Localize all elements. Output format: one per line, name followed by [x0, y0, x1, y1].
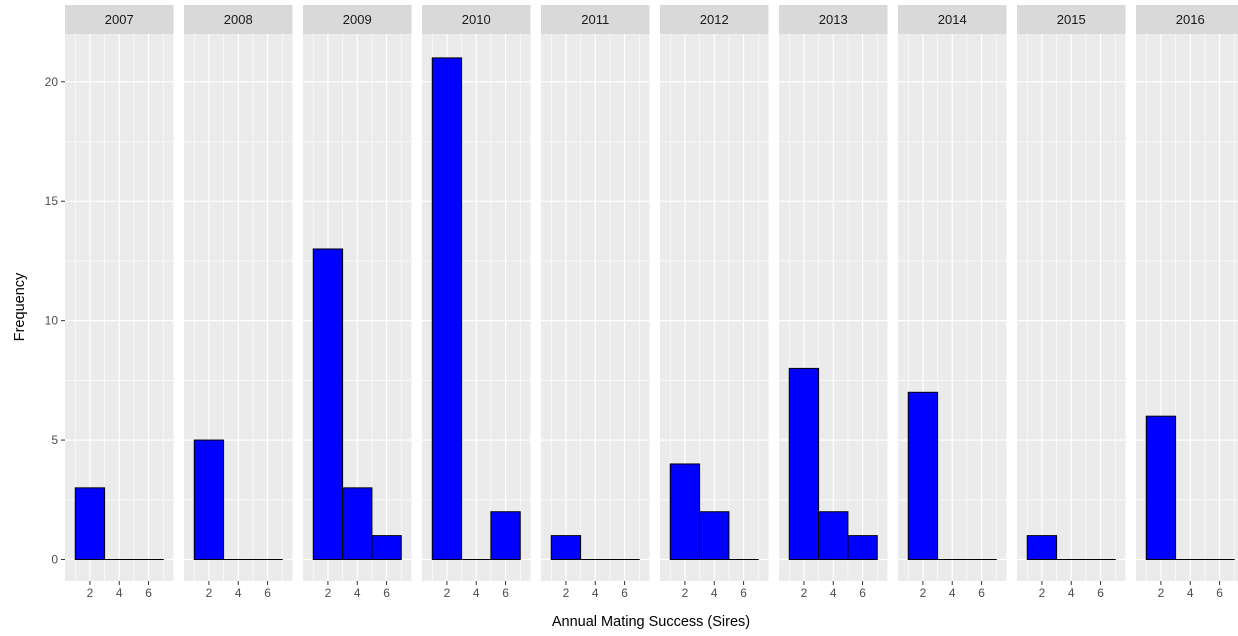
x-tick-label: 4	[473, 586, 480, 600]
facet-panel: 2016 2 4 6	[1136, 5, 1238, 600]
facet-strip	[660, 5, 769, 34]
histogram-bar	[193, 439, 225, 561]
x-tick-label: 2	[563, 586, 570, 600]
y-tick-label: 0	[51, 553, 58, 567]
y-axis-title: Frequency	[12, 272, 28, 341]
x-tick-label: 2	[1158, 586, 1165, 600]
histogram-bar	[818, 511, 849, 561]
histogram-bar	[847, 535, 878, 561]
x-tick-label: 2	[325, 586, 332, 600]
x-tick-label: 4	[592, 586, 599, 600]
facet-label: 2010	[462, 12, 491, 27]
x-tick-label: 6	[1097, 586, 1104, 600]
facet-label: 2007	[105, 12, 134, 27]
x-tick-label: 2	[1039, 586, 1046, 600]
x-tick-label: 6	[502, 586, 509, 600]
facet-panel: 2007 2 4 6	[65, 5, 174, 600]
facet-strip	[65, 5, 174, 34]
facet-label: 2016	[1176, 12, 1205, 27]
y-tick-label: 10	[45, 314, 59, 328]
facet-strip	[184, 5, 293, 34]
x-tick-label: 4	[949, 586, 956, 600]
x-tick-label: 2	[444, 586, 451, 600]
facet-strip	[1136, 5, 1238, 34]
facet-label: 2015	[1057, 12, 1086, 27]
x-tick-label: 2	[206, 586, 213, 600]
x-tick-label: 2	[801, 586, 808, 600]
facet-panel: 2011 2 4 6	[541, 5, 650, 600]
facet-strip	[422, 5, 531, 34]
facet-label: 2008	[224, 12, 253, 27]
facet-panel: 2013 2 4 6	[779, 5, 888, 600]
x-tick-label: 6	[740, 586, 747, 600]
y-tick-label: 20	[45, 75, 59, 89]
facet-panel: 2014 2 4 6	[898, 5, 1007, 600]
facet-panel: 2008 2 4 6	[184, 5, 293, 600]
x-tick-label: 2	[682, 586, 689, 600]
x-tick-label: 4	[830, 586, 837, 600]
x-tick-label: 6	[264, 586, 271, 600]
histogram-bar	[907, 391, 939, 561]
x-tick-label: 4	[235, 586, 242, 600]
histogram-bar	[490, 511, 521, 561]
facet-label: 2014	[938, 12, 967, 27]
x-tick-label: 4	[1068, 586, 1075, 600]
facet-panel: 2012 2 4 6	[660, 5, 769, 600]
x-tick-label: 6	[383, 586, 390, 600]
histogram-bar	[788, 367, 820, 561]
histogram-bar	[699, 511, 730, 561]
y-tick-label: 5	[51, 433, 58, 447]
facet-strip	[898, 5, 1007, 34]
facet-panel: 2010 2 4 6	[422, 5, 531, 600]
histogram-bar	[550, 535, 582, 561]
y-tick-label: 15	[45, 194, 59, 208]
x-tick-label: 6	[859, 586, 866, 600]
facet-label: 2013	[819, 12, 848, 27]
facet-panel: 2015 2 4 6	[1017, 5, 1126, 600]
histogram-bar	[342, 487, 373, 561]
histogram-bar	[669, 463, 701, 561]
x-tick-label: 6	[145, 586, 152, 600]
histogram-bar	[312, 248, 344, 561]
x-tick-label: 6	[621, 586, 628, 600]
x-tick-label: 4	[116, 586, 123, 600]
x-tick-label: 6	[978, 586, 985, 600]
facet-panel: 2009 2 4 6	[303, 5, 412, 600]
x-tick-label: 4	[711, 586, 718, 600]
facet-strip	[779, 5, 888, 34]
facet-strip	[303, 5, 412, 34]
x-tick-label: 2	[87, 586, 94, 600]
facet-label: 2009	[343, 12, 372, 27]
x-tick-label: 6	[1216, 586, 1223, 600]
x-axis-title: Annual Mating Success (Sires)	[552, 614, 750, 630]
histogram-bar	[1026, 535, 1058, 561]
facet-label: 2011	[581, 12, 609, 27]
x-tick-label: 4	[354, 586, 361, 600]
x-tick-label: 2	[920, 586, 927, 600]
y-axis: 0 5 10 15 20	[45, 75, 65, 567]
facet-strip	[541, 5, 650, 34]
facet-strip	[1017, 5, 1126, 34]
histogram-bar	[74, 487, 106, 561]
facet-label: 2012	[700, 12, 729, 27]
x-tick-label: 4	[1187, 586, 1194, 600]
histogram-bar	[1145, 415, 1177, 561]
histogram-bar	[371, 535, 402, 561]
histogram-bar	[431, 57, 463, 561]
